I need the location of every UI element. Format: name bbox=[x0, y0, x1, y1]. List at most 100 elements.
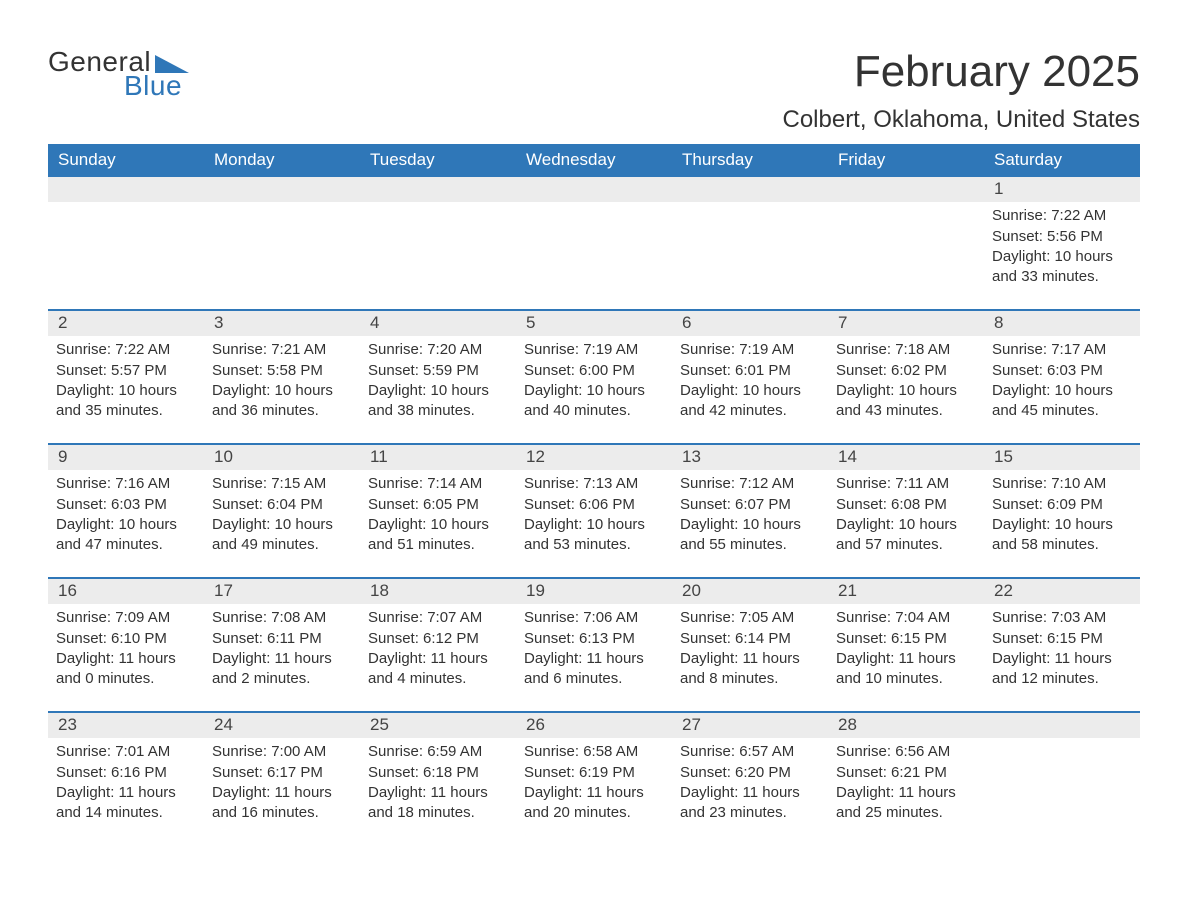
month-title: February 2025 bbox=[782, 48, 1140, 96]
day-dl1: Daylight: 11 hours bbox=[56, 649, 194, 669]
day-dl2: and 6 minutes. bbox=[524, 669, 662, 689]
day-dl2: and 8 minutes. bbox=[680, 669, 818, 689]
day-dl1: Daylight: 11 hours bbox=[368, 649, 506, 669]
day-number: 27 bbox=[672, 713, 828, 738]
day-sunset: Sunset: 6:15 PM bbox=[992, 629, 1130, 649]
day-sunset: Sunset: 5:58 PM bbox=[212, 361, 350, 381]
day-dl2: and 40 minutes. bbox=[524, 401, 662, 421]
day-sunrise: Sunrise: 7:22 AM bbox=[56, 340, 194, 360]
day-sunset: Sunset: 6:20 PM bbox=[680, 763, 818, 783]
calendar-day: 2 Sunrise: 7:22 AMSunset: 5:57 PMDaylight… bbox=[48, 311, 204, 429]
calendar-week: 23Sunrise: 7:01 AMSunset: 6:16 PMDayligh… bbox=[48, 711, 1140, 831]
calendar-week: 9Sunrise: 7:16 AMSunset: 6:03 PMDaylight… bbox=[48, 443, 1140, 563]
day-sunrise: Sunrise: 7:06 AM bbox=[524, 608, 662, 628]
day-sunset: Sunset: 6:02 PM bbox=[836, 361, 974, 381]
day-sunset: Sunset: 6:07 PM bbox=[680, 495, 818, 515]
calendar-day: 15Sunrise: 7:10 AMSunset: 6:09 PMDayligh… bbox=[984, 445, 1140, 563]
header-bar: General Blue February 2025 Colbert, Okla… bbox=[48, 48, 1140, 134]
day-sunset: Sunset: 6:12 PM bbox=[368, 629, 506, 649]
day-dl2: and 2 minutes. bbox=[212, 669, 350, 689]
day-dl2: and 23 minutes. bbox=[680, 803, 818, 823]
day-dl2: and 25 minutes. bbox=[836, 803, 974, 823]
day-dl2: and 57 minutes. bbox=[836, 535, 974, 555]
day-dl2: and 47 minutes. bbox=[56, 535, 194, 555]
day-dl2: and 51 minutes. bbox=[368, 535, 506, 555]
day-details: Sunrise: 7:01 AMSunset: 6:16 PMDaylight:… bbox=[48, 738, 204, 823]
day-sunrise: Sunrise: 7:03 AM bbox=[992, 608, 1130, 628]
day-sunset: Sunset: 6:00 PM bbox=[524, 361, 662, 381]
day-number: 10 bbox=[204, 445, 360, 470]
day-sunrise: Sunrise: 7:10 AM bbox=[992, 474, 1130, 494]
calendar-day: 24Sunrise: 7:00 AMSunset: 6:17 PMDayligh… bbox=[204, 713, 360, 831]
day-dl1: Daylight: 10 hours bbox=[992, 247, 1130, 267]
day-sunset: Sunset: 5:59 PM bbox=[368, 361, 506, 381]
brand-logo: General Blue bbox=[48, 48, 189, 100]
day-dl1: Daylight: 11 hours bbox=[368, 783, 506, 803]
day-dl1: Daylight: 11 hours bbox=[524, 649, 662, 669]
day-dl2: and 10 minutes. bbox=[836, 669, 974, 689]
day-dl1: Daylight: 11 hours bbox=[56, 783, 194, 803]
calendar-day bbox=[48, 177, 204, 295]
day-dl1: Daylight: 10 hours bbox=[368, 515, 506, 535]
day-sunrise: Sunrise: 7:19 AM bbox=[680, 340, 818, 360]
day-number bbox=[516, 177, 672, 202]
calendar-day bbox=[204, 177, 360, 295]
day-dl1: Daylight: 10 hours bbox=[56, 381, 194, 401]
calendar-day: 6Sunrise: 7:19 AMSunset: 6:01 PMDaylight… bbox=[672, 311, 828, 429]
dow-saturday: Saturday bbox=[984, 144, 1140, 177]
day-details: Sunrise: 7:10 AMSunset: 6:09 PMDaylight:… bbox=[984, 470, 1140, 555]
day-details: Sunrise: 7:04 AMSunset: 6:15 PMDaylight:… bbox=[828, 604, 984, 689]
day-number: 18 bbox=[360, 579, 516, 604]
day-dl1: Daylight: 10 hours bbox=[680, 515, 818, 535]
day-sunrise: Sunrise: 7:13 AM bbox=[524, 474, 662, 494]
dow-friday: Friday bbox=[828, 144, 984, 177]
day-sunset: Sunset: 6:18 PM bbox=[368, 763, 506, 783]
calendar-day bbox=[672, 177, 828, 295]
day-sunrise: Sunrise: 6:57 AM bbox=[680, 742, 818, 762]
day-dl2: and 18 minutes. bbox=[368, 803, 506, 823]
day-dl1: Daylight: 10 hours bbox=[992, 381, 1130, 401]
day-details: Sunrise: 7:21 AMSunset: 5:58 PMDaylight:… bbox=[204, 336, 360, 421]
day-sunset: Sunset: 6:15 PM bbox=[836, 629, 974, 649]
day-sunset: Sunset: 6:17 PM bbox=[212, 763, 350, 783]
calendar-day: 3Sunrise: 7:21 AMSunset: 5:58 PMDaylight… bbox=[204, 311, 360, 429]
day-number: 6 bbox=[672, 311, 828, 336]
day-sunrise: Sunrise: 7:11 AM bbox=[836, 474, 974, 494]
calendar-day: 4Sunrise: 7:20 AMSunset: 5:59 PMDaylight… bbox=[360, 311, 516, 429]
day-details: Sunrise: 7:06 AMSunset: 6:13 PMDaylight:… bbox=[516, 604, 672, 689]
calendar-day: 20Sunrise: 7:05 AMSunset: 6:14 PMDayligh… bbox=[672, 579, 828, 697]
day-sunrise: Sunrise: 7:09 AM bbox=[56, 608, 194, 628]
calendar-day: 19Sunrise: 7:06 AMSunset: 6:13 PMDayligh… bbox=[516, 579, 672, 697]
day-dl1: Daylight: 10 hours bbox=[836, 381, 974, 401]
calendar-week: 1Sunrise: 7:22 AMSunset: 5:56 PMDaylight… bbox=[48, 177, 1140, 295]
day-number: 22 bbox=[984, 579, 1140, 604]
day-number: 2 bbox=[48, 311, 204, 336]
day-dl1: Daylight: 11 hours bbox=[212, 649, 350, 669]
day-details: Sunrise: 7:00 AMSunset: 6:17 PMDaylight:… bbox=[204, 738, 360, 823]
day-dl2: and 43 minutes. bbox=[836, 401, 974, 421]
day-dl2: and 58 minutes. bbox=[992, 535, 1130, 555]
day-number: 5 bbox=[516, 311, 672, 336]
day-details: Sunrise: 7:13 AMSunset: 6:06 PMDaylight:… bbox=[516, 470, 672, 555]
day-sunset: Sunset: 5:57 PM bbox=[56, 361, 194, 381]
weeks-container: 1Sunrise: 7:22 AMSunset: 5:56 PMDaylight… bbox=[48, 177, 1140, 831]
day-sunset: Sunset: 6:13 PM bbox=[524, 629, 662, 649]
day-number: 1 bbox=[984, 177, 1140, 202]
day-number: 9 bbox=[48, 445, 204, 470]
day-sunset: Sunset: 6:03 PM bbox=[56, 495, 194, 515]
day-details: Sunrise: 6:57 AMSunset: 6:20 PMDaylight:… bbox=[672, 738, 828, 823]
day-number bbox=[204, 177, 360, 202]
day-dl1: Daylight: 10 hours bbox=[212, 515, 350, 535]
calendar: Sunday Monday Tuesday Wednesday Thursday… bbox=[48, 144, 1140, 831]
day-details: Sunrise: 7:19 AMSunset: 6:00 PMDaylight:… bbox=[516, 336, 672, 421]
calendar-day bbox=[516, 177, 672, 295]
calendar-day bbox=[828, 177, 984, 295]
day-details: Sunrise: 6:58 AMSunset: 6:19 PMDaylight:… bbox=[516, 738, 672, 823]
day-sunrise: Sunrise: 7:01 AM bbox=[56, 742, 194, 762]
day-number: 12 bbox=[516, 445, 672, 470]
day-number: 16 bbox=[48, 579, 204, 604]
day-dl1: Daylight: 11 hours bbox=[836, 783, 974, 803]
day-sunrise: Sunrise: 7:08 AM bbox=[212, 608, 350, 628]
calendar-day: 13Sunrise: 7:12 AMSunset: 6:07 PMDayligh… bbox=[672, 445, 828, 563]
day-sunset: Sunset: 6:21 PM bbox=[836, 763, 974, 783]
